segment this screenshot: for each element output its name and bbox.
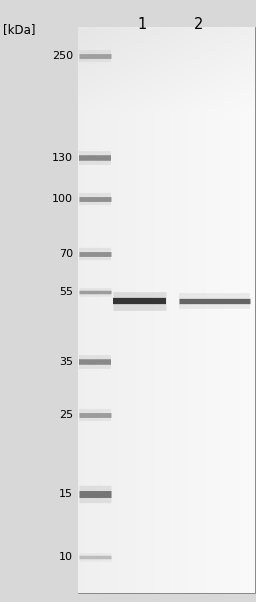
- Text: 2: 2: [194, 17, 203, 32]
- Text: 35: 35: [59, 358, 73, 367]
- Text: 70: 70: [59, 249, 73, 259]
- Text: 130: 130: [52, 153, 73, 163]
- Text: 100: 100: [52, 194, 73, 204]
- Text: [kDa]: [kDa]: [3, 23, 35, 36]
- Text: 15: 15: [59, 489, 73, 499]
- Text: 250: 250: [52, 52, 73, 61]
- Text: 55: 55: [59, 287, 73, 297]
- Text: 25: 25: [59, 409, 73, 420]
- Text: 1: 1: [137, 17, 147, 32]
- Bar: [78, 27, 255, 593]
- Text: 10: 10: [59, 552, 73, 562]
